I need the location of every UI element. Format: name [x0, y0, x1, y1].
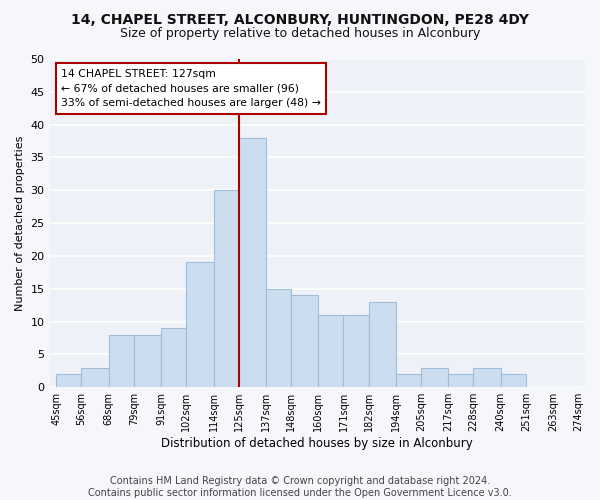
Text: Size of property relative to detached houses in Alconbury: Size of property relative to detached ho…: [120, 28, 480, 40]
Bar: [396, 374, 421, 387]
Bar: [134, 334, 161, 387]
Bar: [239, 138, 266, 387]
Bar: [82, 368, 109, 387]
Bar: [448, 374, 473, 387]
Y-axis label: Number of detached properties: Number of detached properties: [15, 136, 25, 311]
Bar: [319, 315, 343, 387]
Bar: [343, 315, 368, 387]
Bar: [56, 374, 82, 387]
Bar: [473, 368, 500, 387]
Text: 14, CHAPEL STREET, ALCONBURY, HUNTINGDON, PE28 4DY: 14, CHAPEL STREET, ALCONBURY, HUNTINGDON…: [71, 12, 529, 26]
Bar: [421, 368, 448, 387]
Bar: [186, 262, 214, 387]
Bar: [291, 296, 319, 387]
Bar: [109, 334, 134, 387]
Text: 14 CHAPEL STREET: 127sqm
← 67% of detached houses are smaller (96)
33% of semi-d: 14 CHAPEL STREET: 127sqm ← 67% of detach…: [61, 69, 321, 108]
Bar: [214, 190, 239, 387]
X-axis label: Distribution of detached houses by size in Alconbury: Distribution of detached houses by size …: [161, 437, 473, 450]
Bar: [368, 302, 396, 387]
Bar: [161, 328, 186, 387]
Bar: [266, 288, 291, 387]
Bar: [500, 374, 526, 387]
Text: Contains HM Land Registry data © Crown copyright and database right 2024.
Contai: Contains HM Land Registry data © Crown c…: [88, 476, 512, 498]
